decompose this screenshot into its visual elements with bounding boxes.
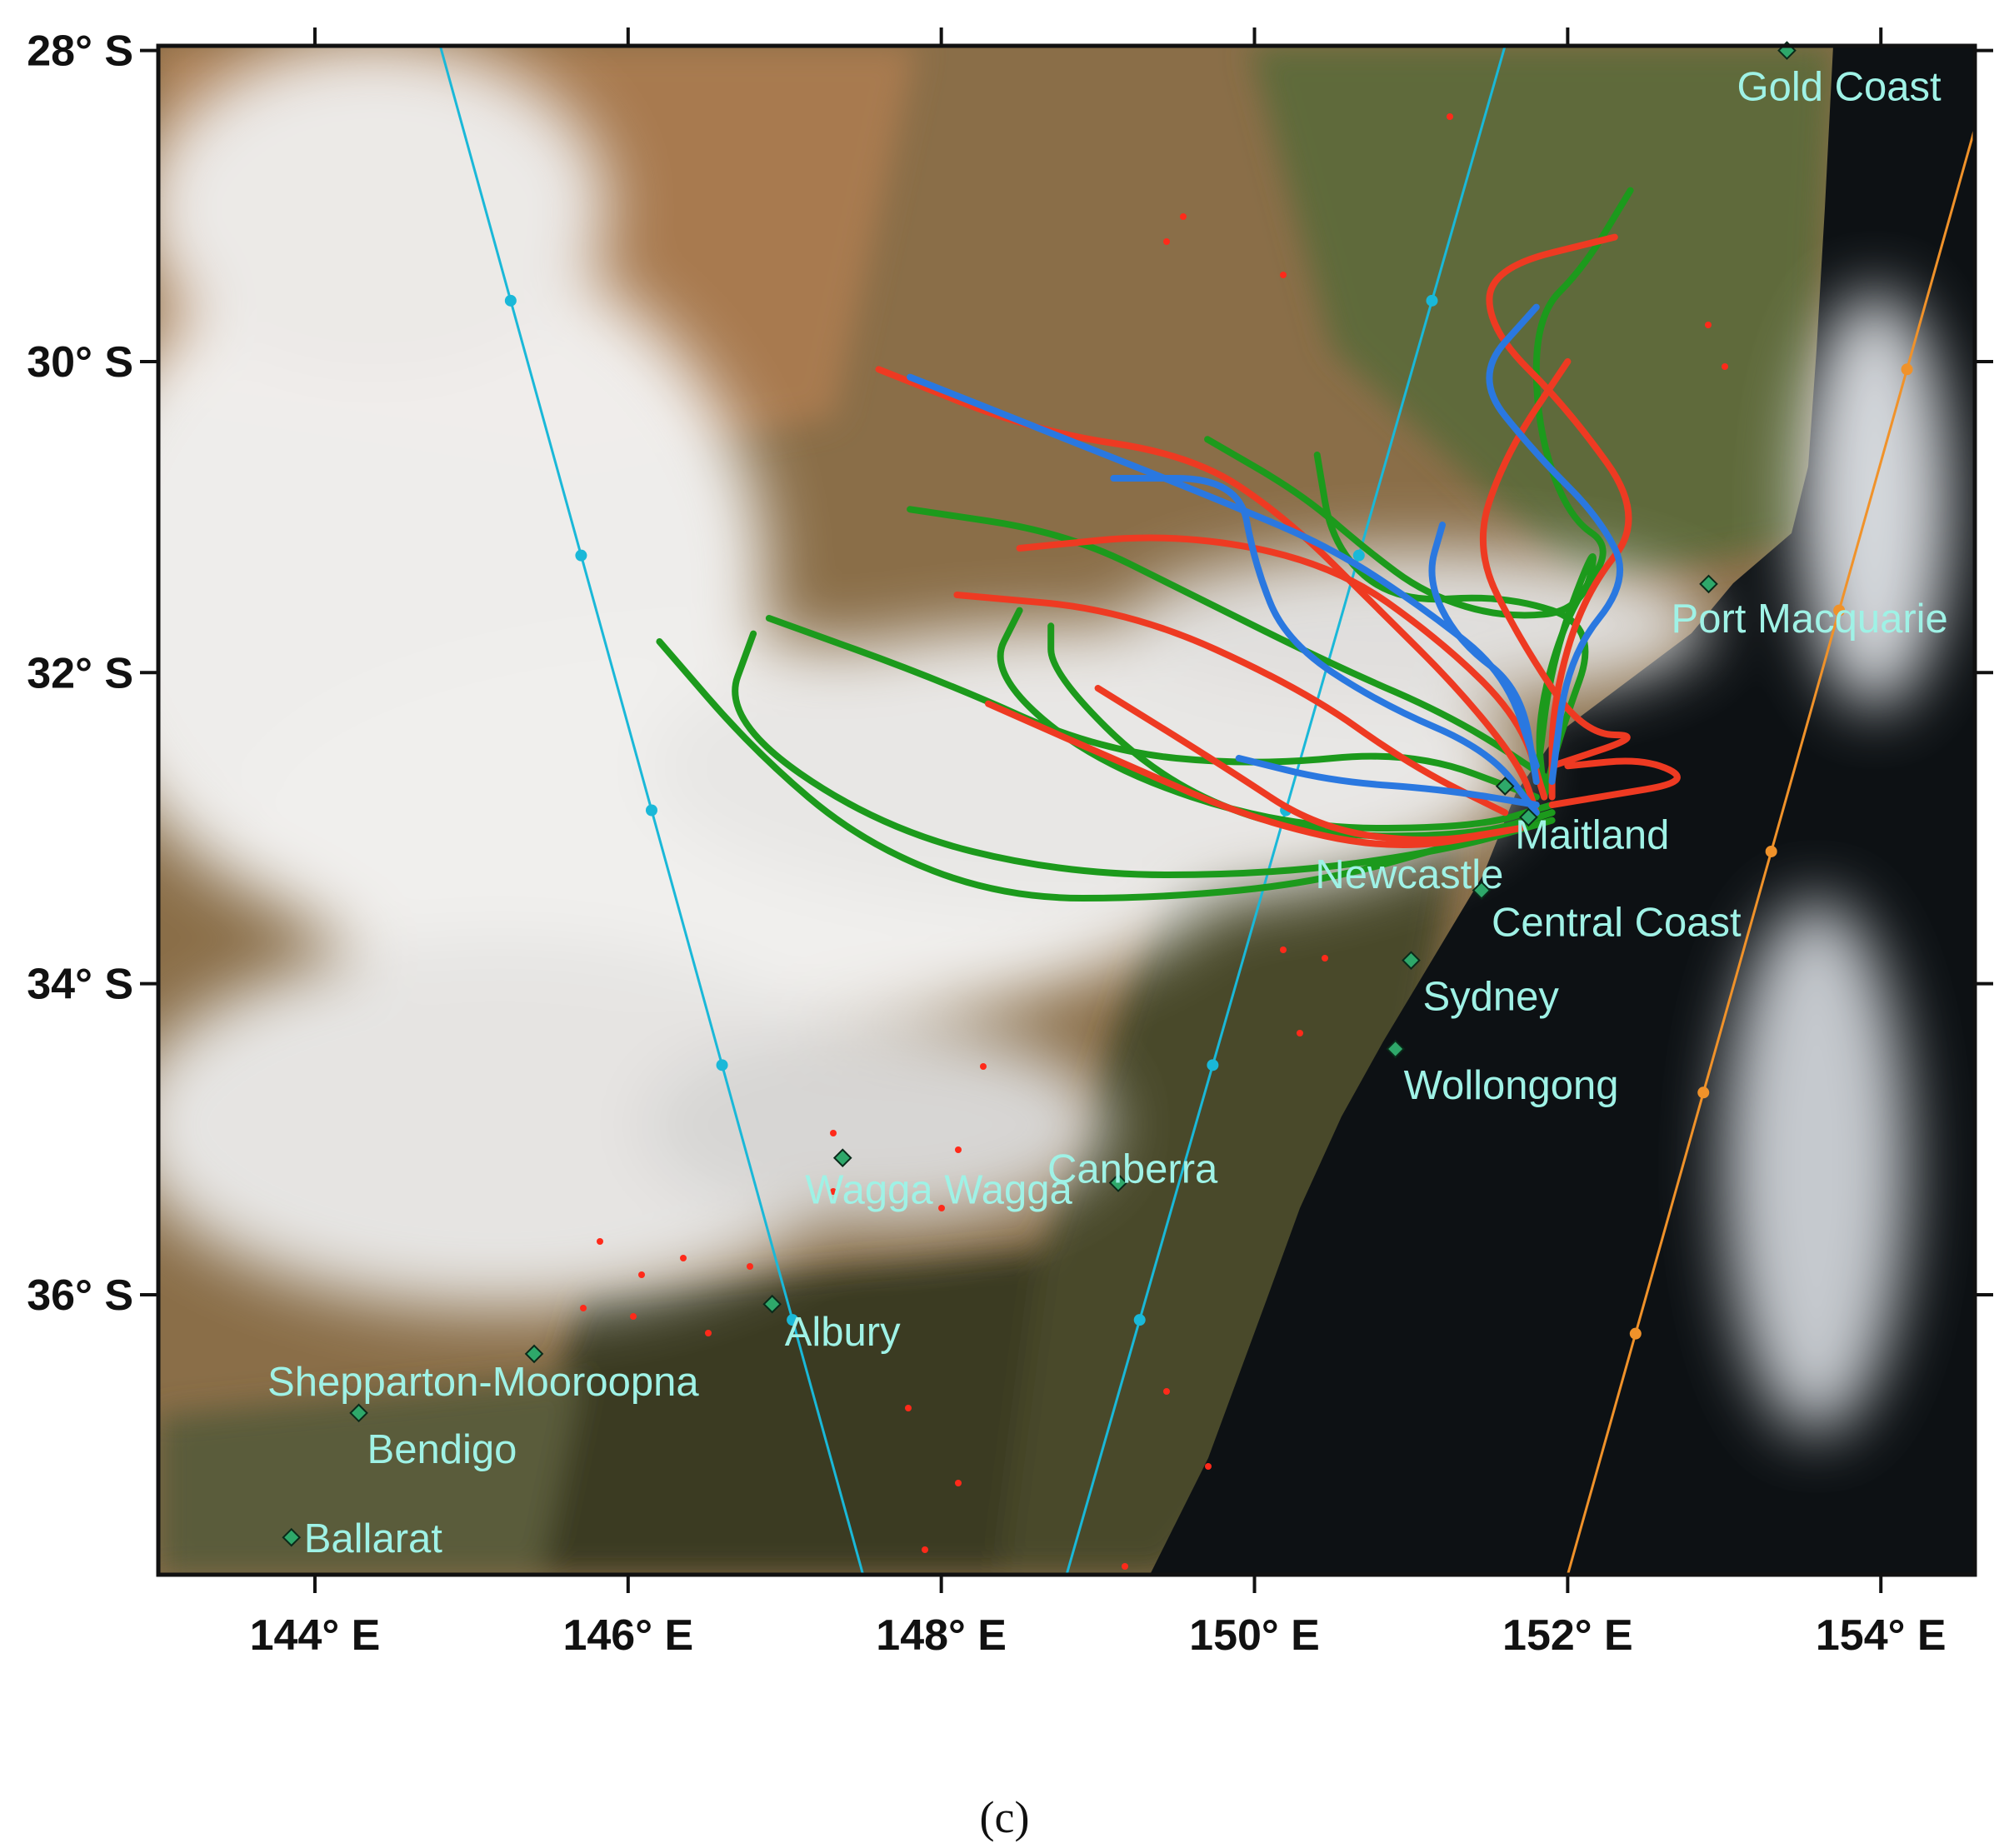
city-label: Albury [785, 1310, 901, 1355]
lon-tick-label: 146° E [562, 1611, 693, 1660]
lon-tick-label: 152° E [1502, 1611, 1633, 1660]
orbit-marker [716, 1059, 728, 1071]
city-label: Bendigo [367, 1427, 517, 1472]
city-labels: Gold Coast Port Macquarie Maitland Newcastl… [267, 41, 1948, 1561]
satellite-basemap [158, 46, 1975, 1575]
city-marker [282, 1527, 302, 1547]
orbit-marker [645, 804, 657, 817]
city-marker [1699, 574, 1718, 594]
orbit-marker [1765, 845, 1777, 857]
lat-tick-label: 32° S [27, 649, 133, 697]
orbit-marker [1133, 1314, 1146, 1326]
city-label: Canberra [1047, 1147, 1218, 1192]
city-marker [1386, 1039, 1405, 1059]
city-marker [832, 1148, 852, 1168]
lat-tick-label: 30° S [27, 338, 133, 387]
city-label: Wollongong [1404, 1063, 1619, 1108]
orbit-marker [787, 1314, 799, 1326]
city-marker [524, 1344, 544, 1364]
orbit-marker [575, 549, 587, 562]
trajectory-line-red [1479, 357, 1631, 770]
axis-ticks: 144° E 146° E 148° E 150° E 152° E 154° E 28° … [27, 27, 1993, 1660]
orbit-marker [1901, 363, 1913, 376]
trajectory-line-red [1094, 685, 1524, 843]
city-label: Gold Coast [1737, 65, 1942, 110]
trajectory-line-green [765, 615, 1540, 801]
orbit-marker [1352, 549, 1365, 562]
city-label: Maitland [1515, 813, 1669, 858]
lon-tick-label: 144° E [250, 1611, 381, 1660]
trajectory-line-blue [1428, 522, 1540, 785]
trajectory-line-red [985, 700, 1524, 848]
orbit-marker [1833, 604, 1846, 617]
trajectory-line-red [875, 366, 1540, 817]
city-label: Ballarat [304, 1516, 443, 1561]
city-label: Port Macquarie [1672, 597, 1948, 642]
trajectory-line-red [1016, 534, 1548, 801]
fire-hotspots [580, 113, 1728, 1570]
trajectory-line-red [953, 592, 1509, 817]
city-label: Wagga Wagga [805, 1168, 1072, 1213]
lat-tick-label: 34° S [27, 961, 133, 1009]
city-marker [1108, 1173, 1128, 1192]
city-marker [1472, 881, 1492, 900]
trajectory-line-green [1532, 187, 1634, 801]
city-marker [1519, 807, 1538, 827]
city-marker [762, 1294, 782, 1314]
orbit-marker [1207, 1059, 1219, 1071]
trajectory-line-green [656, 638, 1556, 902]
orbit-marker [1697, 1086, 1710, 1099]
trajectory-line-blue [1235, 755, 1540, 808]
lat-tick-label: 28° S [27, 27, 133, 76]
trajectory-line-green [732, 630, 1556, 878]
trajectory-line-blue [1110, 475, 1540, 817]
lon-tick-label: 154° E [1816, 1611, 1947, 1660]
orbit-marker [1426, 294, 1438, 307]
city-label: Sydney [1422, 975, 1559, 1020]
city-label: Shepparton-Mooroopna [267, 1360, 699, 1405]
map-frame [156, 43, 1977, 1577]
trajectory-line-red [1548, 757, 1681, 808]
figure-caption: (c) [979, 1792, 1030, 1842]
trajectory-line-blue [1486, 303, 1624, 785]
city-label: Newcastle [1315, 852, 1503, 897]
orbit-marker [1629, 1327, 1642, 1340]
city-marker [1402, 951, 1421, 970]
orbit-marker [504, 294, 517, 307]
back-trajectories [656, 187, 1681, 902]
city-label: Central Coast [1492, 901, 1742, 946]
city-marker [1495, 777, 1515, 796]
lon-tick-label: 148° E [876, 1611, 1007, 1660]
city-marker [349, 1403, 368, 1423]
lon-tick-label: 150° E [1189, 1611, 1320, 1660]
lat-tick-label: 36° S [27, 1271, 133, 1320]
trajectory-line-red [1486, 233, 1632, 801]
